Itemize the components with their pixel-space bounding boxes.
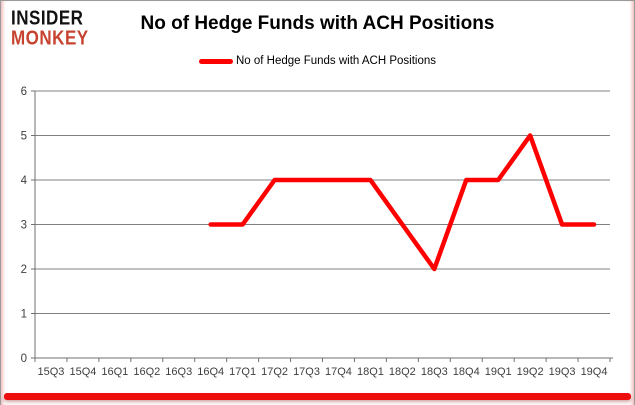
x-tick-label: 16Q3 [165,366,192,378]
x-tick-label: 17Q2 [261,366,288,378]
data-series-line [208,133,597,272]
x-tick-label: 16Q2 [133,366,160,378]
x-tick-label: 19Q4 [581,366,608,378]
x-tick-label: 17Q4 [325,366,352,378]
x-tick-label: 18Q2 [389,366,416,378]
x-tick-label: 19Q2 [517,366,544,378]
legend: No of Hedge Funds with ACH Positions [1,55,634,67]
insider-monkey-logo: INSIDER MONKEY [11,8,89,49]
y-tick-label: 6 [21,86,27,98]
legend-label: No of Hedge Funds with ACH Positions [235,55,437,67]
x-tick-label: 18Q3 [421,366,448,378]
x-tick-label: 16Q1 [101,366,128,378]
legend-line-swatch-icon [198,58,233,64]
x-tick-label: 16Q4 [197,366,224,378]
y-tick-label: 4 [21,175,28,187]
x-tick-label: 17Q3 [293,366,320,378]
x-tick-label: 15Q4 [69,366,96,378]
x-tick-label: 15Q3 [38,366,65,378]
x-tick-label: 18Q4 [453,366,480,378]
y-tick-label: 3 [21,220,27,232]
y-tick-label: 5 [21,131,27,143]
y-tick-label: 1 [21,309,27,321]
x-tick-label: 17Q1 [229,366,256,378]
chart-title: No of Hedge Funds with ACH Positions [140,13,495,34]
logo-text-insider: INSIDER [11,6,84,30]
x-tick-label: 19Q1 [485,366,512,378]
y-tick-label: 0 [21,353,27,365]
logo-text-monkey: MONKEY [11,27,89,50]
x-tick-label: 18Q1 [357,366,384,378]
y-tick-label: 2 [21,264,27,276]
brand-accent-bar [4,393,631,400]
x-tick-label: 19Q3 [549,366,576,378]
